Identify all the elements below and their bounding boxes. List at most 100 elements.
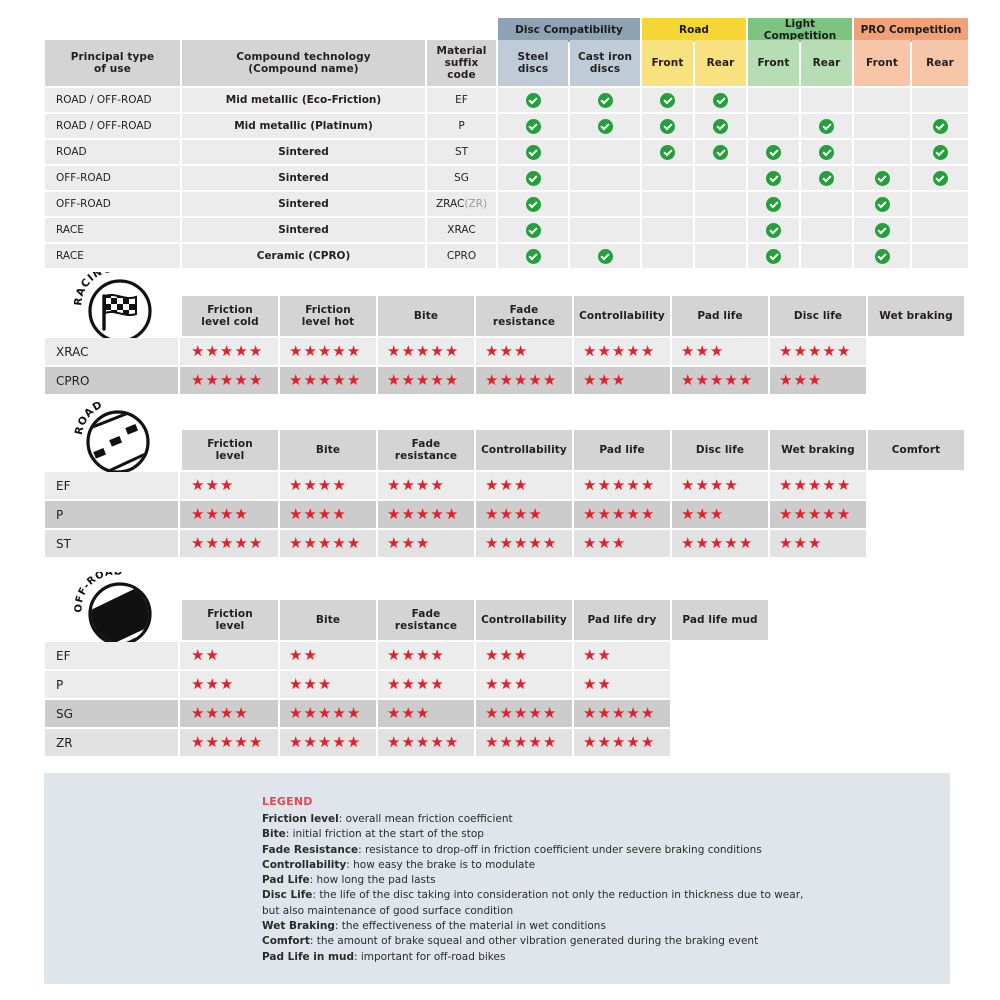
rating-stars: ★★★★★ — [672, 367, 768, 394]
star-icon: ★ — [709, 476, 724, 494]
star-icon: ★ — [499, 534, 513, 552]
rating-stars: ★★ — [182, 642, 278, 669]
cell-compatibility — [498, 88, 568, 112]
col-header-principal-type-of-use: Principal type of use — [45, 40, 180, 86]
star-icon: ★ — [444, 371, 459, 389]
compatibility-group-header-row: Disc Compatibility Road Light Competition P… — [45, 18, 968, 42]
star-icon: ★ — [485, 371, 499, 389]
star-icon: ★ — [332, 342, 346, 360]
compatibility-row: OFF-ROAD Sintered SG — [45, 166, 968, 190]
star-icon: ★ — [191, 476, 205, 494]
star-icon: ★ — [219, 675, 234, 693]
star-icon: ★ — [583, 505, 597, 523]
star-icon: ★ — [415, 371, 430, 389]
star-icon: ★ — [597, 534, 611, 552]
check-circle-icon — [525, 196, 541, 212]
rating-stars: ★★★★★ — [574, 729, 670, 756]
star-icon: ★ — [234, 342, 248, 360]
cell-material-suffix-code: XRAC — [427, 218, 496, 242]
star-icon: ★ — [499, 675, 513, 693]
col-header-controllability: Controllability — [476, 600, 572, 640]
ratings-row: P★★★★★★★★★★★★★★★★★★ — [180, 671, 950, 698]
star-icon: ★ — [289, 704, 303, 722]
star-icon: ★ — [387, 675, 401, 693]
group-header-disc-compatibility: Disc Compatibility — [498, 18, 640, 42]
star-icon: ★ — [822, 476, 836, 494]
star-icon: ★ — [807, 371, 822, 389]
star-icon: ★ — [317, 704, 332, 722]
star-icon: ★ — [289, 371, 303, 389]
check-circle-icon — [597, 92, 613, 108]
cell-compatibility — [912, 140, 968, 164]
col-header-comfort: Comfort — [868, 430, 964, 470]
star-icon: ★ — [191, 371, 205, 389]
star-icon: ★ — [332, 505, 346, 523]
group-header-pro-competition: PRO Competition — [854, 18, 968, 42]
cell-compatibility — [748, 114, 799, 138]
col-header-bite: Bite — [378, 296, 474, 336]
star-icon: ★ — [611, 371, 626, 389]
compatibility-row: OFF-ROAD Sintered ZRAC (ZR) — [45, 192, 968, 216]
rating-stars: ★★★ — [378, 700, 474, 727]
star-icon: ★ — [681, 505, 695, 523]
col-header-compound-technology-compound-name: Compound technology (Compound name) — [182, 40, 425, 86]
star-icon: ★ — [793, 371, 807, 389]
star-icon: ★ — [205, 505, 219, 523]
rating-stars: ★★★★★ — [574, 472, 670, 499]
star-icon: ★ — [219, 704, 234, 722]
cell-material-suffix-code: EF — [427, 88, 496, 112]
legend-title: LEGEND — [262, 795, 313, 808]
star-icon: ★ — [289, 476, 303, 494]
star-icon: ★ — [387, 342, 401, 360]
star-icon: ★ — [738, 534, 753, 552]
star-icon: ★ — [793, 505, 807, 523]
star-icon: ★ — [597, 342, 611, 360]
star-icon: ★ — [401, 675, 415, 693]
star-icon: ★ — [303, 505, 317, 523]
ratings-row: SG★★★★★★★★★★★★★★★★★★★★★★★★★★ — [180, 700, 950, 727]
ratings-row: ZR★★★★★★★★★★★★★★★★★★★★★★★★★★★★★★ — [180, 729, 950, 756]
cell-compound-technology: Sintered — [182, 192, 425, 216]
star-icon: ★ — [219, 534, 234, 552]
rating-stars: ★★★★★ — [770, 472, 866, 499]
cell-compatibility — [570, 218, 640, 242]
star-icon: ★ — [779, 476, 793, 494]
star-icon: ★ — [583, 646, 597, 664]
cell-compatibility — [498, 192, 568, 216]
cell-compatibility — [695, 166, 746, 190]
star-icon: ★ — [430, 646, 444, 664]
cell-compatibility — [570, 244, 640, 268]
star-icon: ★ — [289, 534, 303, 552]
legend-term: Fade Resistance — [262, 843, 359, 856]
star-icon: ★ — [807, 534, 822, 552]
check-circle-icon — [819, 144, 834, 160]
col-header-fade-resistance: Fade resistance — [476, 296, 572, 336]
cell-compatibility — [854, 140, 910, 164]
rating-stars: ★★★★★ — [280, 700, 376, 727]
rating-stars: ★★★★★ — [280, 729, 376, 756]
star-icon: ★ — [191, 646, 205, 664]
star-icon: ★ — [822, 342, 836, 360]
cell-material-suffix-code: P — [427, 114, 496, 138]
star-icon: ★ — [738, 371, 753, 389]
star-icon: ★ — [346, 733, 361, 751]
group-header-light-competition: Light Competition — [748, 18, 852, 42]
star-icon: ★ — [303, 371, 317, 389]
star-icon: ★ — [807, 342, 822, 360]
star-icon: ★ — [485, 704, 499, 722]
star-icon: ★ — [611, 733, 626, 751]
star-icon: ★ — [191, 733, 205, 751]
cell-compatibility — [854, 166, 910, 190]
cell-compatibility — [912, 88, 968, 112]
star-icon: ★ — [597, 476, 611, 494]
rating-stars: ★★★ — [280, 671, 376, 698]
star-icon: ★ — [219, 505, 234, 523]
star-icon: ★ — [822, 505, 836, 523]
check-circle-icon — [713, 118, 728, 134]
star-icon: ★ — [724, 371, 738, 389]
star-icon: ★ — [513, 476, 528, 494]
star-icon: ★ — [597, 505, 611, 523]
rating-stars: ★★★ — [182, 472, 278, 499]
star-icon: ★ — [317, 371, 332, 389]
